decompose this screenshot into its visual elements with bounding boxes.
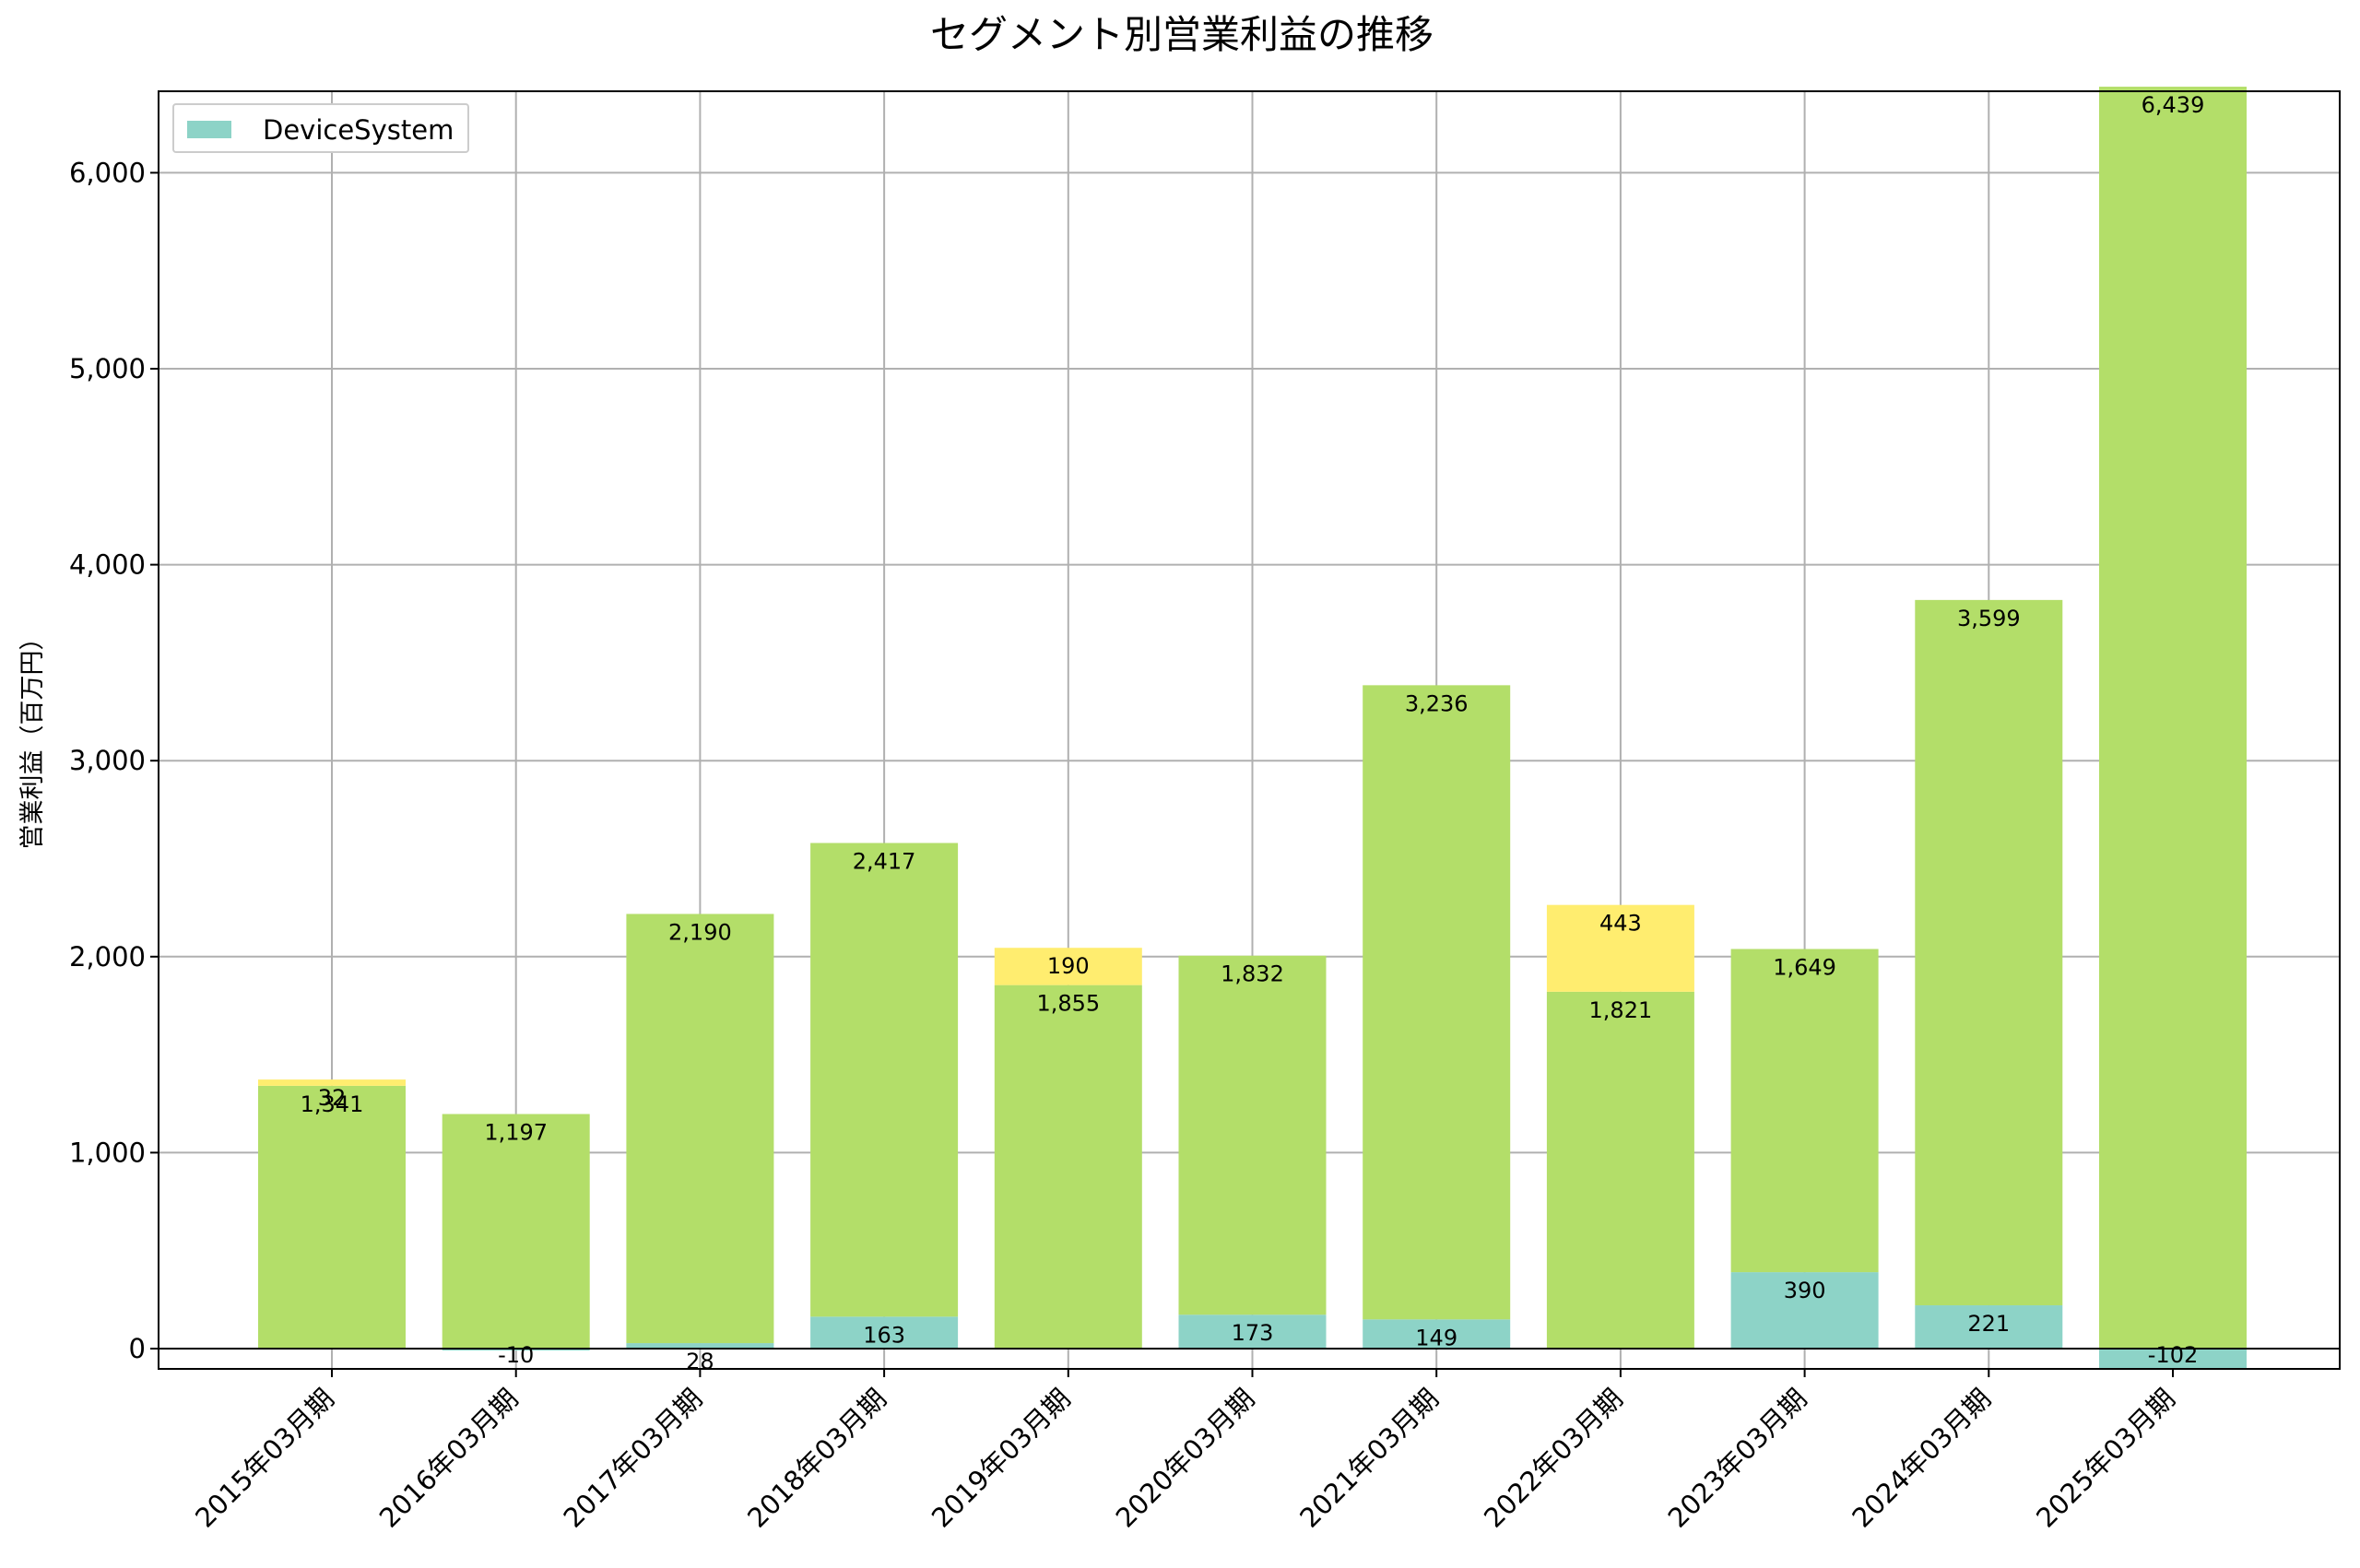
y-tick-label: 2,000: [69, 941, 146, 973]
data-label: -102: [2148, 1342, 2198, 1368]
bar-segment: [258, 1085, 406, 1349]
y-tick-label: 5,000: [69, 353, 146, 384]
data-label: 1,341: [301, 1091, 364, 1117]
plot-frame: [158, 90, 2341, 1370]
x-tick-label: 2018年03月期: [741, 1383, 892, 1534]
legend: DeviceSystem: [172, 103, 469, 153]
data-label: 173: [1232, 1320, 1274, 1346]
data-label: 2,190: [668, 919, 732, 945]
data-label: 2,417: [853, 848, 916, 874]
bar-segment: [1363, 685, 1511, 1320]
bar-segment: [994, 984, 1142, 1349]
data-label: 190: [1047, 953, 1090, 979]
bar-segment: [442, 1114, 590, 1349]
bar-segment: [258, 1079, 406, 1086]
x-tick-label: 2023年03月期: [1662, 1383, 1813, 1534]
data-label: 1,821: [1589, 997, 1653, 1023]
data-label: 443: [1599, 911, 1642, 937]
data-label: 163: [863, 1322, 905, 1348]
bar-segment: [626, 914, 774, 1344]
y-tick-label: 1,000: [69, 1137, 146, 1168]
x-tick-label: 2025年03月期: [2030, 1383, 2181, 1534]
y-axis-label: 営業利益（百万円）: [18, 626, 47, 850]
bar-segment: [994, 948, 1142, 985]
data-label: 390: [1784, 1278, 1826, 1303]
bar-segment: [1178, 1315, 1327, 1349]
bar-segment: [1546, 991, 1694, 1349]
bar-segment: [442, 1349, 590, 1351]
bar-segment: [810, 1316, 959, 1349]
y-tick-label: 6,000: [69, 157, 146, 188]
data-label: 221: [1967, 1311, 2010, 1337]
label-layer: 1,34132-101,197282,1901632,4171,85519017…: [301, 92, 2205, 1374]
bar-segment: [2099, 1349, 2247, 1369]
y-tick-label: 0: [129, 1333, 146, 1364]
legend-label-devicesystem: DeviceSystem: [263, 114, 454, 146]
x-tick-label: 2015年03月期: [189, 1383, 340, 1534]
x-tick-label: 2024年03月期: [1846, 1383, 1997, 1534]
data-label: 149: [1415, 1325, 1457, 1350]
bar-layer: [258, 87, 2247, 1369]
bar-segment: [1915, 1305, 2063, 1349]
data-label: -10: [498, 1342, 534, 1368]
bar-segment: [1730, 949, 1879, 1273]
bar-segment: [626, 1343, 774, 1349]
x-tick-label: 2016年03月期: [373, 1383, 525, 1534]
bar-segment: [1915, 599, 2063, 1306]
data-label: 1,649: [1773, 955, 1836, 981]
data-label: 32: [318, 1085, 347, 1111]
x-tick-label: 2021年03月期: [1293, 1383, 1445, 1534]
legend-swatch-devicesystem: [187, 121, 231, 138]
bar-segment: [1178, 955, 1327, 1315]
bar-segment: [1546, 904, 1694, 992]
bar-segment: [1363, 1319, 1511, 1349]
data-label: 3,599: [1957, 606, 2021, 631]
bar-segment: [1730, 1272, 1879, 1349]
data-label: 1,197: [484, 1120, 548, 1146]
y-tick-label: 3,000: [69, 745, 146, 776]
y-tick-label: 4,000: [69, 549, 146, 581]
data-label: 3,236: [1405, 690, 1469, 716]
bar-segment: [810, 843, 959, 1317]
x-tick-label: 2019年03月期: [926, 1383, 1077, 1534]
chart-title: セグメント別営業利益の推移: [930, 12, 1434, 57]
data-label: 1,832: [1221, 961, 1284, 987]
x-tick-label: 2020年03月期: [1110, 1383, 1261, 1534]
bar-segment: [2099, 87, 2247, 1349]
x-tick-label: 2022年03月期: [1478, 1383, 1629, 1534]
x-tick-label: 2017年03月期: [557, 1383, 708, 1534]
data-label: 1,855: [1036, 991, 1100, 1017]
data-label: 6,439: [2142, 92, 2205, 118]
